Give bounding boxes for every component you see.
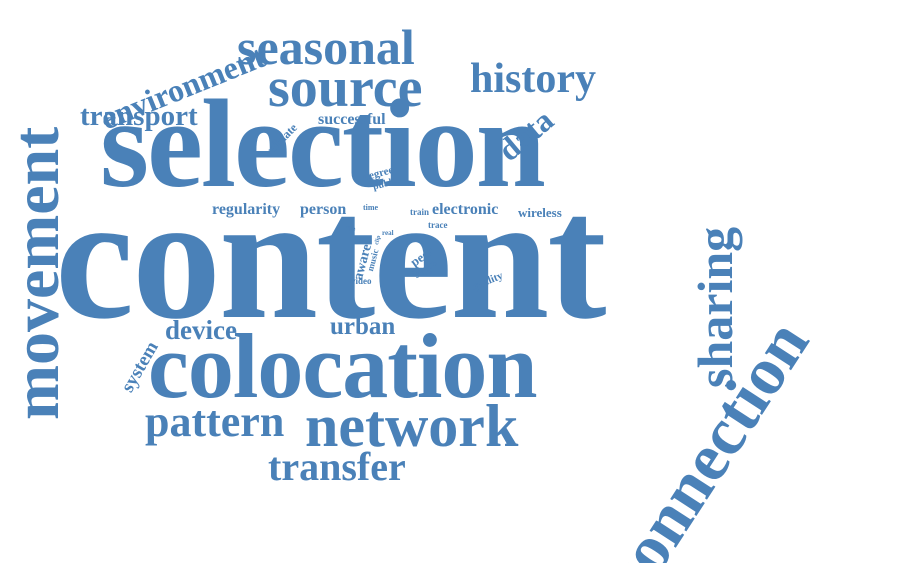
word-history: history — [470, 56, 596, 102]
word-transfer: transfer — [268, 444, 406, 489]
word-sharing: sharing — [687, 226, 743, 388]
word-file: file — [346, 225, 356, 233]
word-movement: movement — [0, 126, 73, 420]
word-pattern: pattern — [145, 397, 285, 446]
word-content: content — [55, 158, 607, 356]
word-train: train — [410, 207, 429, 217]
word-device: device — [165, 315, 237, 345]
word-wireless: wireless — [518, 205, 562, 220]
word-time: time — [363, 203, 379, 212]
word-order: order — [412, 267, 434, 277]
word-seasonal: seasonal — [237, 19, 415, 75]
word-successful: successful — [318, 111, 386, 128]
word-colocation: colocation — [148, 315, 538, 417]
word-network: network — [305, 393, 519, 459]
word-video: video — [351, 276, 372, 286]
word-trace: trace — [428, 220, 448, 230]
word-selection: selection — [100, 75, 546, 214]
word-real: real — [382, 229, 394, 237]
word-regularity: regularity — [212, 201, 281, 218]
word-transport: transport — [80, 100, 198, 132]
word-person: person — [300, 201, 347, 218]
word-urban: urban — [330, 313, 396, 340]
word-electronic: electronic — [432, 201, 499, 218]
word-source: source — [268, 57, 423, 119]
